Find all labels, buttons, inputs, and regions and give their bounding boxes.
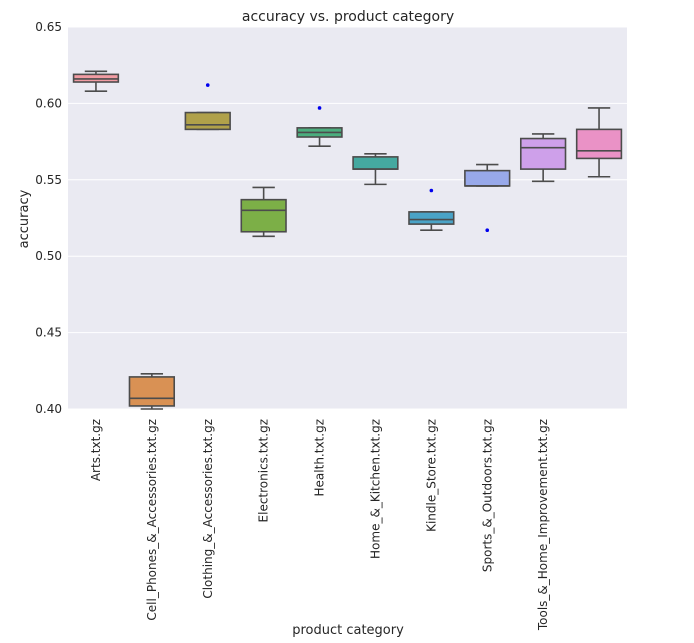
y-axis-title: accuracy [17, 189, 32, 248]
y-tick-label: 0.55 [35, 173, 62, 187]
box-group [464, 163, 511, 233]
box [352, 156, 399, 170]
outlier-point [317, 106, 322, 110]
x-tick-label: Tools_&_Home_Improvement.txt.gz [536, 419, 550, 631]
box-group [128, 373, 176, 410]
box-group [184, 83, 231, 131]
box-group [240, 186, 287, 238]
box [519, 137, 567, 170]
y-tick-label: 0.50 [35, 249, 62, 263]
box [575, 128, 623, 160]
x-tick-label: Clothing_&_Accessories.txt.gz [201, 419, 215, 599]
x-tick-label: Health.txt.gz [313, 419, 327, 496]
box [408, 211, 455, 225]
x-tick-labels: Arts.txt.gz Cell_Phones_&_Accessories.txt… [89, 419, 550, 631]
boxes [72, 70, 623, 410]
x-tick-label: Cell_Phones_&_Accessories.txt.gz [145, 419, 159, 621]
x-tick-label: Sports_&_Outdoors.txt.gz [480, 419, 494, 572]
grid-lines [68, 26, 627, 410]
box-group [575, 107, 623, 178]
y-tick-labels: 0.40 0.45 0.50 0.55 0.60 0.65 [35, 20, 62, 416]
y-tick-label: 0.65 [35, 20, 62, 34]
x-axis-title: product category [292, 623, 404, 638]
x-tick-label: Arts.txt.gz [89, 419, 103, 481]
plot-area [68, 27, 627, 409]
y-tick-label: 0.60 [35, 96, 62, 110]
outlier-point [485, 228, 490, 233]
box [184, 111, 231, 131]
x-tick-label: Home_&_Kitchen.txt.gz [368, 419, 382, 559]
outlier-point [205, 83, 210, 87]
chart-title: accuracy vs. product category [242, 9, 454, 25]
box-group [519, 133, 567, 183]
box-group [408, 188, 455, 232]
y-tick-label: 0.45 [35, 326, 62, 340]
box-group [72, 70, 120, 92]
x-tick-label: Kindle_Store.txt.gz [424, 419, 438, 532]
y-tick-label: 0.40 [35, 402, 62, 416]
box [128, 376, 176, 407]
outlier-point [429, 188, 434, 193]
box-group [352, 153, 399, 186]
x-tick-label: Electronics.txt.gz [257, 419, 271, 522]
box [240, 198, 287, 233]
box [464, 169, 511, 187]
box-group [296, 106, 343, 147]
